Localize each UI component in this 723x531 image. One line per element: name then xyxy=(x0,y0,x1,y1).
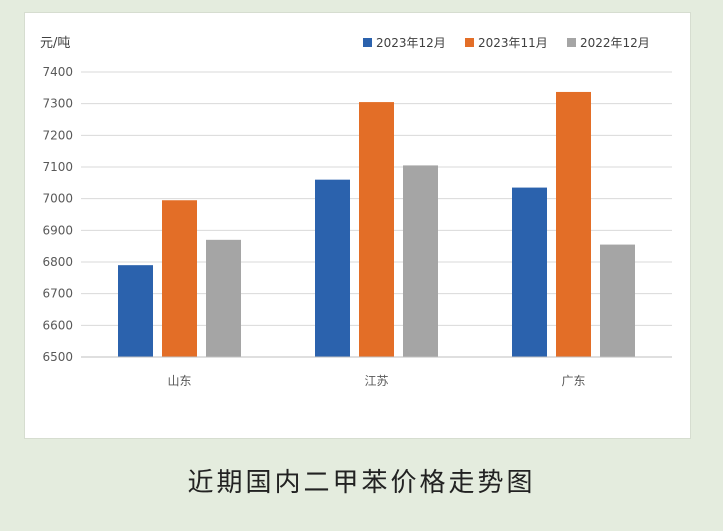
legend-swatch xyxy=(465,38,474,47)
bar: 2023年11月 江苏: 7305 xyxy=(359,102,394,357)
bar: 2022年12月 江苏: 7105 xyxy=(403,165,438,357)
y-tick-label: 6600 xyxy=(42,318,73,332)
legend-label: 2022年12月 xyxy=(580,36,650,50)
x-category-label: 山东 xyxy=(167,374,191,388)
legend-label: 2023年11月 xyxy=(478,36,548,50)
legend-swatch xyxy=(363,38,372,47)
bar-chart: 2023年12月 山东: 6790 2023年11月 山东: 6995 2022年1… xyxy=(40,36,672,388)
legend-swatch xyxy=(567,38,576,47)
y-tick-label: 7100 xyxy=(42,160,73,174)
y-tick-label: 7300 xyxy=(42,97,73,111)
bar: 2022年12月 广东: 6855 xyxy=(600,244,635,357)
legend-item: 2023年12月 xyxy=(363,36,446,50)
y-tick-label: 6500 xyxy=(42,350,73,364)
y-tick-label: 6800 xyxy=(42,255,73,269)
y-tick-label: 7200 xyxy=(42,128,73,142)
legend-item: 2023年11月 xyxy=(465,36,548,50)
axes: 6500 6600 6700 6800 6900 7000 7100 7200 7300 7400… xyxy=(42,65,672,388)
y-tick-label: 7400 xyxy=(42,65,73,79)
bars: 2023年12月 山东: 6790 2023年11月 山东: 6995 2022年1… xyxy=(118,91,635,357)
bar: 2022年12月 山东: 6870 xyxy=(206,239,241,357)
figure-caption: 近期国内二甲苯价格走势图 xyxy=(187,467,536,498)
legend-label: 2023年12月 xyxy=(376,36,446,50)
x-category-label: 广东 xyxy=(561,374,585,388)
y-tick-label: 6700 xyxy=(42,287,73,301)
legend-item: 2022年12月 xyxy=(567,36,650,50)
legend: 2023年12月 2023年11月 2022年12月 xyxy=(363,36,650,50)
bar: 2023年12月 广东: 7035 xyxy=(512,187,547,357)
chart-panel: 2023年12月 山东: 6790 2023年11月 山东: 6995 2022年1… xyxy=(25,13,690,438)
y-axis-unit-label: 元/吨 xyxy=(40,36,70,51)
bar: 2023年12月 山东: 6790 xyxy=(118,265,153,357)
bar: 2023年11月 山东: 6995 xyxy=(162,200,197,357)
bar: 2023年12月 江苏: 7060 xyxy=(315,179,350,357)
y-tick-label: 6900 xyxy=(42,223,73,237)
bar: 2023年11月 广东: 7337 xyxy=(556,91,591,357)
y-tick-label: 7000 xyxy=(42,192,73,206)
x-category-label: 江苏 xyxy=(364,374,388,388)
